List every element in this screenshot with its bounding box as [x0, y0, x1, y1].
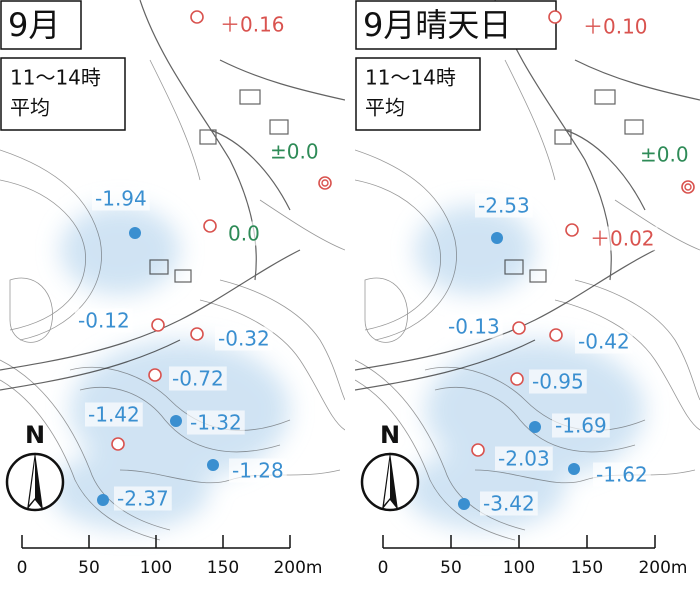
value-label: -2.53 — [478, 194, 530, 218]
value-label: -1.28 — [232, 459, 284, 483]
measurement-circle — [151, 318, 165, 332]
value-label: -1.42 — [88, 403, 140, 427]
measurement-dot — [207, 459, 219, 471]
subtitle-line: 平均 — [10, 96, 50, 120]
label-background — [217, 12, 288, 37]
measurement-dot — [568, 463, 580, 475]
value-label: -3.42 — [483, 492, 535, 516]
measurement-circle-inner — [321, 179, 329, 187]
label-background — [593, 462, 651, 487]
label-background — [92, 186, 150, 211]
north-needle-half — [384, 460, 390, 505]
value-label: -0.12 — [78, 309, 130, 333]
scale-label: 0 — [378, 558, 389, 578]
measurement-dot — [458, 498, 470, 510]
label-background — [580, 14, 651, 39]
value-label: -0.42 — [578, 330, 630, 354]
measurement-dot — [129, 227, 141, 239]
value-label: 0.0 — [228, 222, 260, 246]
subtitle-box — [355, 57, 481, 131]
measurement-circle — [510, 372, 524, 386]
measurement-circle — [681, 180, 695, 194]
label-background — [475, 193, 533, 218]
label-background — [215, 326, 273, 351]
north-label: N — [380, 421, 400, 449]
measurement-dot — [529, 421, 541, 433]
measurement-circle — [190, 327, 204, 341]
measurement-circle — [148, 368, 162, 382]
scale-label: 100 — [503, 558, 535, 578]
label-background — [114, 486, 172, 511]
value-label: ＋0.16 — [220, 13, 285, 37]
panel-title: 9月 — [8, 6, 60, 44]
value-label: ＋0.10 — [583, 15, 648, 39]
measurement-dot — [170, 415, 182, 427]
measurement-circle — [190, 10, 204, 24]
scale-label: 100 — [140, 558, 172, 578]
label-background — [529, 369, 587, 394]
measurement-dot — [491, 232, 503, 244]
scale-label: 50 — [440, 558, 462, 578]
north-needle-half — [29, 460, 35, 505]
subtitle-box — [0, 57, 126, 131]
value-label: -0.72 — [172, 367, 224, 391]
label-background — [75, 308, 133, 333]
measurement-circle — [565, 223, 579, 237]
value-label: ＋0.02 — [590, 227, 655, 251]
measurement-circle — [512, 321, 526, 335]
label-background — [229, 458, 287, 483]
label-background — [187, 410, 245, 435]
title-box — [355, 0, 557, 50]
value-label: -2.03 — [498, 447, 550, 471]
scale-label: 150 — [571, 558, 603, 578]
label-background — [637, 142, 692, 167]
value-label: -1.94 — [95, 187, 147, 211]
scale-label: 200m — [273, 558, 322, 578]
label-background — [267, 139, 322, 164]
scale-label: 0 — [17, 558, 28, 578]
label-background — [225, 221, 263, 246]
label-background — [587, 226, 658, 251]
scale-label: 50 — [78, 558, 100, 578]
subtitle-line: 平均 — [365, 96, 405, 120]
label-background — [552, 413, 610, 438]
value-label: -1.69 — [555, 414, 607, 438]
measurement-circle — [111, 437, 125, 451]
measurement-circle — [203, 219, 217, 233]
measurement-circle — [318, 176, 332, 190]
label-background — [495, 446, 553, 471]
panels: 9月11〜14時平均＋0.16±0.00.0-1.94-0.12-0.32-0.… — [0, 0, 700, 578]
measurement-circle — [548, 10, 562, 24]
label-background — [445, 314, 503, 339]
scale-label: 200m — [638, 558, 687, 578]
measurement-dot — [97, 494, 109, 506]
measurement-circle — [471, 443, 485, 457]
value-label: -1.32 — [190, 411, 242, 435]
title-box — [0, 0, 82, 50]
value-label: -2.37 — [117, 487, 169, 511]
value-label: -1.62 — [596, 463, 648, 487]
value-label: ±0.0 — [640, 143, 689, 167]
measurement-circle-inner — [684, 183, 692, 191]
scale-label: 150 — [207, 558, 239, 578]
measurement-circle — [549, 328, 563, 342]
panel-title: 9月晴天日 — [363, 6, 511, 44]
subtitle-line: 11〜14時 — [365, 66, 456, 90]
value-label: -0.13 — [448, 315, 500, 339]
label-background — [85, 402, 143, 427]
label-background — [169, 366, 227, 391]
subtitle-line: 11〜14時 — [10, 66, 101, 90]
value-label: -0.32 — [218, 327, 270, 351]
value-label: -0.95 — [532, 370, 584, 394]
north-label: N — [25, 421, 45, 449]
value-label: ±0.0 — [270, 140, 319, 164]
label-background — [575, 329, 633, 354]
label-background — [480, 491, 538, 516]
